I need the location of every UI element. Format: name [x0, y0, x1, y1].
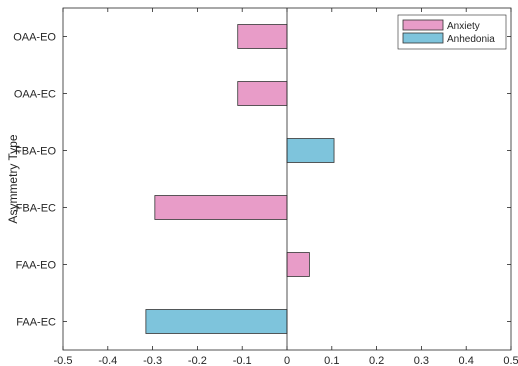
- y-tick-label: OAA-EC: [14, 89, 56, 101]
- legend: Anxiety Anhedonia: [397, 14, 507, 50]
- x-tick-label: -0.1: [233, 355, 252, 366]
- y-tick-label: FBA-EC: [16, 203, 56, 215]
- x-tick-label: 0.1: [324, 355, 339, 366]
- x-tick-label: -0.2: [188, 355, 207, 366]
- x-tick-label: 0.2: [369, 355, 384, 366]
- legend-label-anxiety: Anxiety: [447, 21, 480, 32]
- legend-swatch-anhedonia: [402, 32, 444, 44]
- y-tick-label: FAA-EO: [16, 260, 57, 272]
- y-tick-label: FAA-EC: [16, 317, 56, 329]
- bar-faa-eo: [286, 252, 310, 277]
- legend-label-anhedonia: Anhedonia: [447, 34, 495, 45]
- x-tick-label: 0.5: [503, 355, 518, 366]
- bar-oaa-eo: [237, 24, 288, 49]
- y-tick-label: OAA-EO: [13, 32, 56, 44]
- y-axis-label: Asymmetry Type: [6, 134, 20, 223]
- x-ticks: -0.5 -0.4 -0.3 -0.2 -0.1 0 0.1 0.2 0.3 0.4 0.5: [54, 8, 518, 366]
- x-tick-label: 0: [284, 355, 290, 366]
- bar-oaa-ec: [237, 81, 288, 106]
- y-tick-label: FBA-EO: [15, 146, 56, 158]
- x-tick-label: 0.4: [459, 355, 474, 366]
- bar-fba-eo: [286, 138, 335, 163]
- bar-faa-ec: [145, 309, 288, 334]
- x-tick-label: -0.4: [98, 355, 117, 366]
- bars-layer: [145, 24, 335, 334]
- y-ticks: OAA-EO OAA-EC FBA-EO FBA-EC FAA-EO FAA-EC: [13, 32, 511, 329]
- x-tick-label: -0.5: [54, 355, 73, 366]
- x-tick-label: 0.3: [414, 355, 429, 366]
- bar-fba-ec: [154, 195, 288, 220]
- legend-swatch-anxiety: [402, 19, 444, 31]
- x-tick-label: -0.3: [143, 355, 162, 366]
